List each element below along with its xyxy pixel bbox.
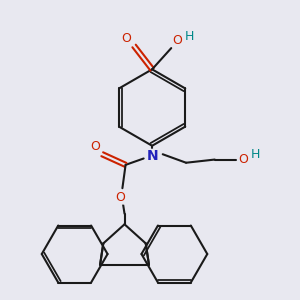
Text: O: O	[90, 140, 100, 153]
Text: H: H	[185, 30, 194, 43]
Text: O: O	[238, 153, 248, 166]
Text: O: O	[115, 191, 125, 204]
Text: H: H	[251, 148, 260, 161]
Text: O: O	[122, 32, 132, 45]
Text: O: O	[172, 34, 182, 47]
Text: N: N	[146, 149, 158, 164]
